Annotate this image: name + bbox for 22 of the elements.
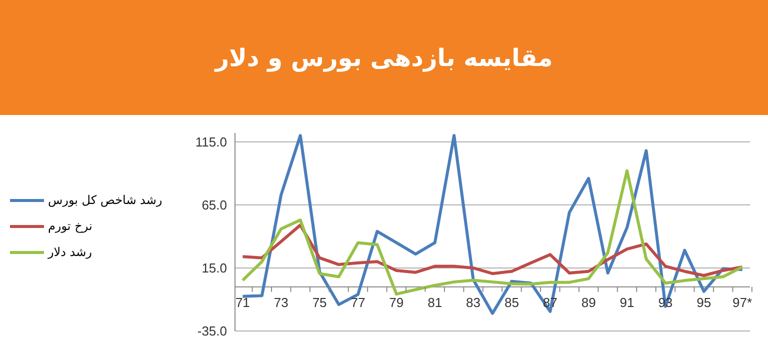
chart-title: مقایسه بازدهی بورس و دلار — [215, 44, 553, 72]
line-series — [241, 224, 744, 278]
x-tick-label: 95 — [696, 294, 712, 310]
x-tick-label: 75 — [312, 294, 327, 310]
x-tick-label: 81 — [428, 294, 442, 310]
y-tick-label: 15.0 — [202, 260, 227, 276]
y-tick-label: -35.0 — [197, 324, 227, 339]
y-tick-label: 65.0 — [202, 198, 227, 212]
legend-label: نرخ تورم — [48, 219, 92, 233]
legend-label: رشد شاخص کل بورس — [48, 193, 162, 207]
x-tick-label: 79 — [389, 294, 404, 310]
x-tick-label: 77 — [350, 294, 366, 310]
x-tick-label: 97* — [732, 294, 752, 310]
x-tick-label: 73 — [274, 294, 288, 310]
line-series — [241, 169, 744, 296]
x-tick-label: 71 — [235, 294, 250, 310]
x-tick-label: 89 — [581, 294, 596, 310]
legend-label: رشد دلار — [48, 245, 92, 259]
y-tick-label: 115.0 — [195, 134, 227, 150]
x-tick-label: 91 — [620, 294, 634, 310]
x-tick-label: 85 — [504, 294, 519, 310]
x-tick-label: 83 — [466, 294, 481, 310]
